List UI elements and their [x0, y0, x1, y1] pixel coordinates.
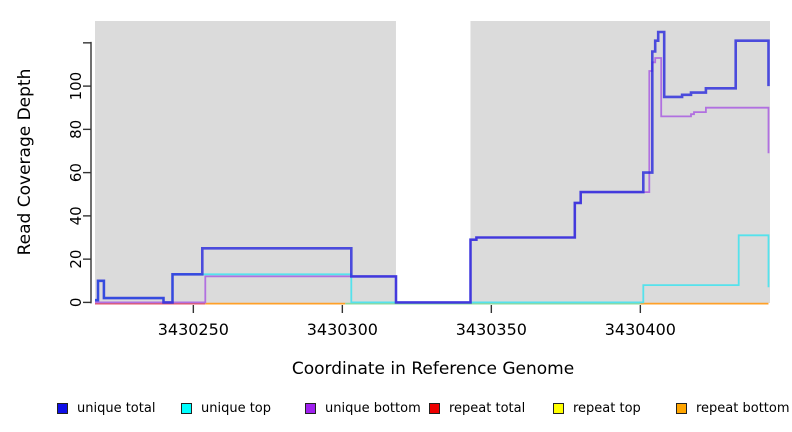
legend-swatch-unique-top [181, 402, 192, 414]
y-tick-label-80: 80 [67, 120, 85, 139]
x-axis-title: Coordinate in Reference Genome [292, 359, 574, 379]
y-tick-label-40: 40 [67, 206, 85, 225]
legend-swatch-repeat-top [553, 402, 564, 414]
legend-swatch-repeat-bottom [676, 402, 687, 414]
legend-item-repeat-total: repeat total [429, 398, 525, 418]
y-tick-label-60: 60 [67, 163, 85, 182]
chart-legend: unique total unique top unique bottom repea… [0, 398, 792, 424]
legend-item-unique-total: unique total [57, 398, 155, 418]
x-tick-label-3430300: 3430300 [307, 320, 378, 339]
plot-background-layer [95, 21, 770, 303]
x-tick-label-3430250: 3430250 [158, 320, 229, 339]
legend-label-repeat-bottom: repeat bottom [696, 400, 790, 416]
legend-item-unique-bottom: unique bottom [305, 398, 421, 418]
legend-label-unique-top: unique top [201, 400, 272, 416]
legend-label-unique-total: unique total [77, 400, 156, 416]
legend-item-repeat-top: repeat top [553, 398, 641, 418]
y-axis-title: Read Coverage Depth [15, 69, 35, 256]
series-lines-layer [95, 30, 770, 305]
legend-label-repeat-total: repeat total [449, 400, 526, 416]
legend-item-repeat-bottom: repeat bottom [676, 398, 790, 418]
legend-swatch-repeat-total [429, 402, 440, 414]
legend-label-unique-bottom: unique bottom [325, 400, 421, 416]
legend-item-unique-top: unique top [181, 398, 271, 418]
axes-layer: 0 20 40 60 80 100 3430250 3430300 3430350 3430400 [67, 41, 676, 339]
coverage-gap-band [395, 21, 471, 303]
y-tick-label-100: 100 [67, 72, 85, 101]
y-tick-label-0: 0 [67, 298, 85, 308]
legend-swatch-unique-bottom [305, 402, 316, 414]
x-tick-label-3430400: 3430400 [605, 320, 676, 339]
legend-swatch-unique-total [57, 402, 68, 414]
y-tick-label-20: 20 [67, 250, 85, 269]
series-line-unique-total [95, 30, 770, 304]
x-tick-label-3430350: 3430350 [456, 320, 527, 339]
legend-label-repeat-top: repeat top [573, 400, 641, 416]
